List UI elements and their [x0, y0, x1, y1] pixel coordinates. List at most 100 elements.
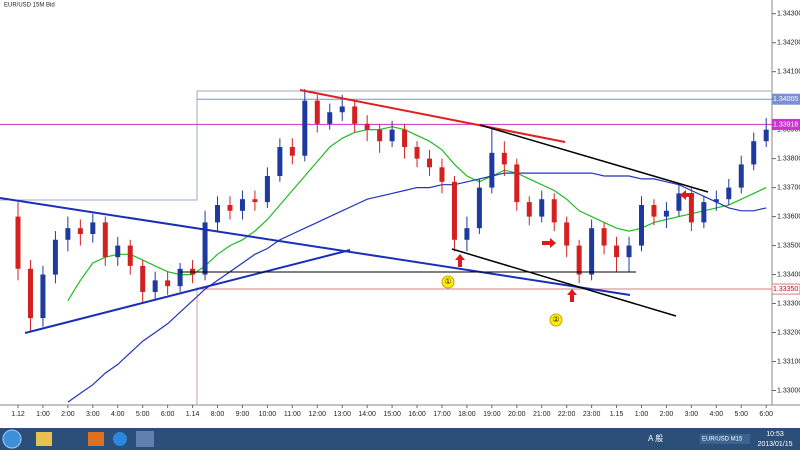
x-tick-label: 14:00	[358, 411, 376, 418]
candle-body	[601, 228, 607, 246]
candle-body	[651, 205, 657, 217]
ie-icon[interactable]	[113, 432, 127, 446]
x-tick-label: 3:00	[86, 411, 100, 418]
trend-line	[451, 248, 677, 317]
candle-body	[239, 199, 245, 211]
x-tick-label: 1:00	[36, 411, 50, 418]
trend-line	[0, 197, 631, 296]
x-tick-label: 10:00	[259, 411, 277, 418]
range-box-top	[0, 90, 772, 201]
x-tick-label: 15:00	[383, 411, 401, 418]
x-tick-label: 22:00	[558, 411, 576, 418]
trend-line	[24, 249, 351, 334]
marker	[549, 313, 563, 327]
candle-body	[489, 152, 495, 188]
x-tick-label: 8:00	[211, 411, 225, 418]
arrow-up	[455, 254, 465, 267]
candle-body	[701, 202, 707, 223]
candle-body	[476, 187, 482, 229]
y-tick-label: 1.34100	[777, 69, 800, 76]
y-tick-label: 1.34300	[777, 11, 800, 18]
candle-body	[127, 245, 133, 266]
candle-body	[414, 147, 420, 159]
x-tick-label: 19:00	[483, 411, 501, 418]
window-button[interactable]	[700, 434, 750, 444]
x-tick-label: 1.14	[186, 411, 200, 418]
candle-body	[439, 167, 445, 182]
candle-body	[314, 100, 320, 124]
candle-body	[302, 100, 308, 156]
y-tick-label: 1.33400	[777, 271, 800, 278]
outlook-icon[interactable]	[88, 432, 104, 446]
arrow-left	[680, 190, 694, 200]
candle-body	[514, 164, 520, 203]
candle-body	[15, 216, 21, 269]
taskbar	[0, 428, 800, 450]
candle-body	[738, 164, 744, 188]
x-tick-label: 20:00	[508, 411, 526, 418]
ime-indicator[interactable]: A 般	[648, 433, 663, 443]
price-level-label: 1.33918	[773, 121, 798, 128]
y-tick-label: 1.33700	[777, 184, 800, 191]
candle-body	[289, 147, 295, 156]
candle-body	[52, 239, 58, 275]
candle-body	[177, 268, 183, 287]
candle-body	[639, 205, 644, 246]
candle-body	[264, 176, 270, 203]
y-tick-label: 1.33900	[777, 126, 800, 133]
candle-body	[77, 228, 83, 234]
start-button[interactable]	[2, 429, 22, 449]
price-level-box	[771, 93, 800, 105]
trend-line	[299, 89, 566, 143]
price-level-label: 1.33350	[773, 286, 798, 293]
x-tick-label: 1:00	[635, 411, 649, 418]
candle-body	[102, 222, 108, 258]
x-tick-label: 1.15	[610, 411, 624, 418]
candle-body	[451, 181, 457, 240]
clock-date: 2013/01/15	[757, 441, 792, 448]
candle-body	[364, 123, 370, 130]
candle-body	[713, 199, 719, 203]
candle-body	[614, 245, 620, 258]
candle-body	[227, 205, 233, 211]
marker	[441, 275, 455, 289]
clock-time: 10:53	[766, 431, 784, 438]
window-button-label[interactable]: EUR/USD M15	[702, 437, 743, 443]
candle-body	[377, 129, 383, 142]
x-tick-label: 6:00	[161, 411, 175, 418]
candle-body	[252, 199, 258, 203]
candle-body	[589, 228, 595, 275]
x-tick-label: 1.12	[11, 411, 25, 418]
candle-body	[115, 245, 121, 258]
x-tick-label: 11:00	[284, 411, 301, 418]
marker-label: ②	[552, 315, 559, 324]
candle-body	[277, 147, 283, 177]
candle-body	[526, 202, 532, 217]
x-tick-label: 16:00	[408, 411, 426, 418]
x-tick-label: 2:00	[61, 411, 75, 418]
moving-average	[67, 126, 767, 302]
x-tick-label: 4:00	[111, 411, 125, 418]
candle-body	[501, 152, 507, 165]
x-tick-label: 5:00	[136, 411, 150, 418]
candle-body	[576, 245, 582, 275]
candle-body	[464, 228, 470, 240]
x-tick-label: 5:00	[734, 411, 748, 418]
x-tick-label: 18:00	[458, 411, 476, 418]
x-tick-label: 12:00	[309, 411, 327, 418]
candle-body	[389, 129, 395, 142]
window-title: EUR/USD 15M Bid	[4, 3, 55, 9]
x-tick-label: 13:00	[333, 411, 351, 418]
x-tick-label: 3:00	[685, 411, 699, 418]
marker-label: ①	[444, 277, 451, 286]
explorer-icon[interactable]	[36, 432, 52, 446]
y-tick-label: 1.34200	[777, 40, 800, 47]
candle-body	[40, 274, 46, 319]
y-tick-label: 1.33100	[777, 358, 800, 365]
candle-body	[165, 280, 171, 287]
app-icon[interactable]	[136, 431, 154, 447]
candle-body	[202, 222, 208, 275]
x-tick-label: 9:00	[236, 411, 250, 418]
x-tick-label: 21:00	[533, 411, 551, 418]
